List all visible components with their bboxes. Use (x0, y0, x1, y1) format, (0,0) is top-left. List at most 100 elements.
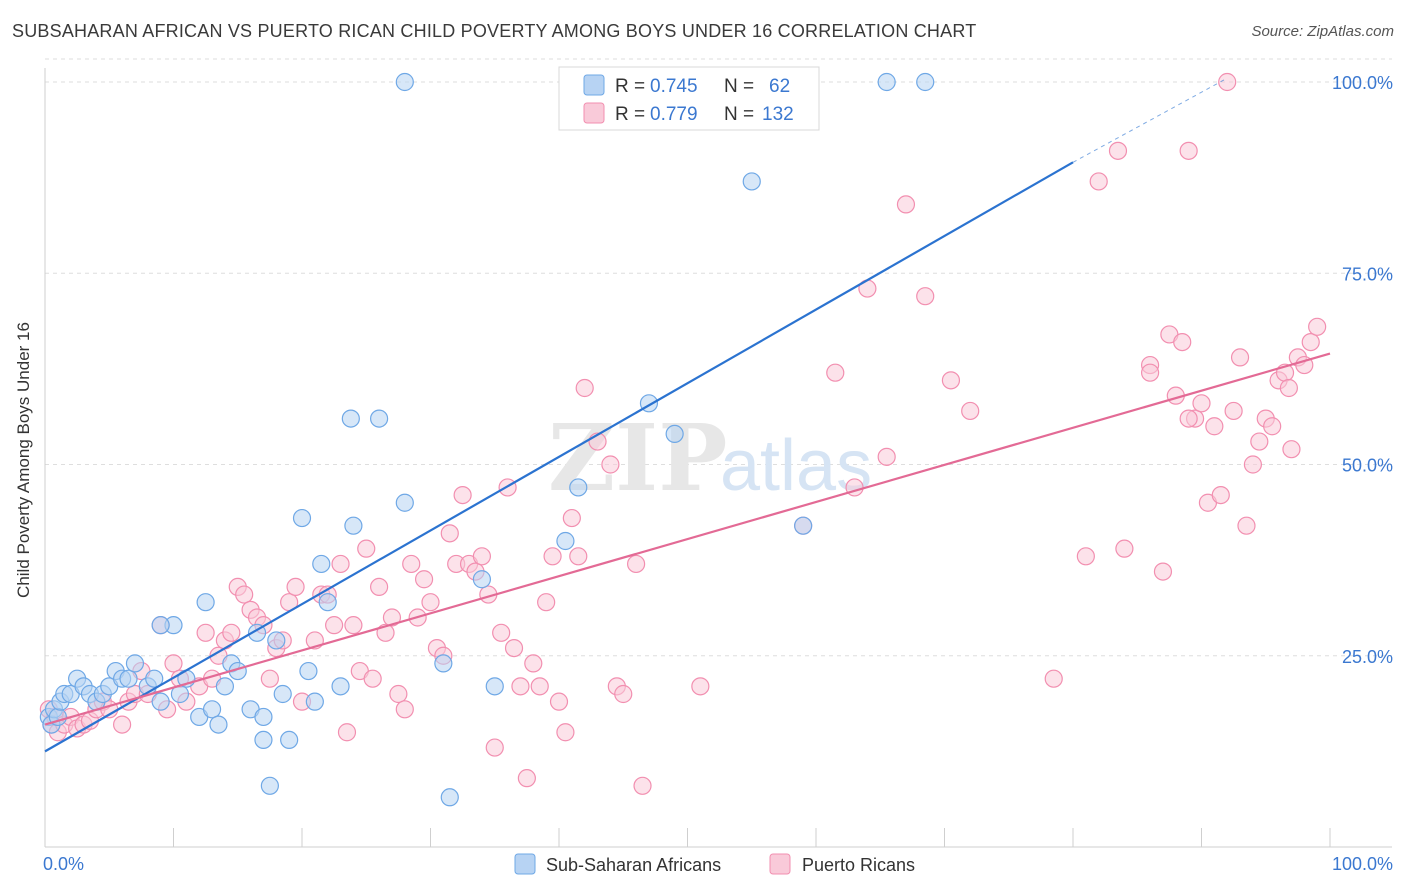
data-point-pink (363, 669, 382, 688)
data-point-pink (485, 738, 504, 757)
trend-lines (44, 77, 1331, 753)
data-point-pink (1211, 486, 1230, 505)
data-point-blue (125, 654, 145, 673)
data-point-blue (742, 172, 761, 191)
data-point-blue (569, 478, 588, 497)
data-point-pink (614, 684, 633, 704)
series-puerto-ricans (39, 72, 1327, 795)
data-point-blue (151, 692, 170, 711)
x-tick-label: 100.0% (1332, 854, 1393, 874)
data-point-blue (267, 631, 286, 650)
data-point-pink (1250, 432, 1269, 451)
data-point-pink (1179, 141, 1198, 160)
data-point-pink (260, 669, 279, 688)
data-point-pink (896, 195, 916, 214)
bottom-legend-swatch-pink[interactable] (769, 853, 791, 875)
data-point-blue (472, 570, 491, 589)
data-point-pink (569, 547, 588, 566)
data-point-pink (633, 776, 652, 795)
data-point-pink (357, 539, 376, 558)
data-point-pink (402, 554, 421, 574)
legend-r-value-pink: 0.779 (650, 104, 698, 125)
y-tick-label: 100.0% (1332, 73, 1393, 93)
data-point-pink (1173, 333, 1192, 352)
data-point-pink (331, 554, 350, 574)
data-point-pink (395, 700, 414, 719)
data-point-pink (1153, 562, 1173, 581)
chart-title: SUBSAHARAN AFRICAN VS PUERTO RICAN CHILD… (12, 21, 977, 41)
data-point-pink (337, 723, 357, 742)
data-point-pink (877, 447, 896, 466)
data-point-blue (794, 516, 813, 535)
bottom-legend-swatch-blue[interactable] (514, 853, 536, 875)
data-point-pink (164, 654, 183, 673)
data-point-blue (151, 616, 170, 635)
data-point-pink (1089, 172, 1108, 191)
legend-swatch-blue (583, 74, 605, 96)
data-point-blue (254, 730, 273, 750)
data-point-blue (434, 654, 453, 673)
data-point-pink (1179, 409, 1198, 428)
data-point-pink (1263, 417, 1282, 436)
data-point-blue (260, 776, 279, 795)
data-point-pink (1301, 333, 1320, 352)
data-point-blue (202, 700, 222, 719)
bottom-legend-label-blue[interactable]: Sub-Saharan Africans (546, 855, 721, 875)
data-point-pink (492, 623, 511, 642)
trend-line-blue (44, 161, 1074, 753)
data-point-blue (395, 493, 414, 512)
data-point-pink (222, 623, 241, 642)
data-point-pink (537, 593, 556, 612)
legend-swatch-pink (583, 102, 605, 124)
legend-n-label-blue: N = (724, 76, 754, 97)
data-point-blue (312, 554, 331, 574)
data-point-pink (1115, 539, 1134, 558)
legend-r-label-blue: R = (615, 76, 645, 97)
data-point-pink (1140, 363, 1160, 382)
data-point-blue (556, 531, 575, 551)
data-point-pink (504, 638, 524, 658)
data-point-pink (524, 654, 543, 673)
legend-n-value-pink: 132 (762, 104, 794, 125)
data-point-blue (299, 661, 318, 681)
data-point-pink (414, 570, 434, 589)
data-point-pink (601, 455, 620, 474)
data-point-blue (209, 715, 228, 734)
data-point-blue (145, 669, 164, 688)
data-point-pink (517, 769, 536, 788)
data-point-pink (1192, 394, 1211, 413)
data-point-blue (916, 72, 935, 92)
data-point-blue (318, 593, 337, 612)
legend-r-label-pink: R = (615, 104, 645, 125)
data-point-pink (826, 363, 845, 382)
data-point-pink (382, 608, 402, 627)
data-point-pink (325, 616, 344, 635)
data-point-pink (1279, 378, 1298, 398)
data-point-pink (1218, 72, 1237, 92)
data-point-pink (1224, 401, 1243, 421)
data-point-pink (575, 378, 594, 398)
data-point-blue (485, 677, 504, 696)
data-point-blue (665, 424, 684, 443)
data-point-pink (196, 623, 215, 642)
data-point-pink (511, 677, 530, 696)
data-point-pink (556, 723, 575, 742)
series-legend: Sub-Saharan Africans Puerto Ricans (514, 853, 915, 875)
data-point-pink (562, 508, 581, 528)
data-point-pink (1076, 547, 1095, 566)
data-point-blue (344, 516, 363, 535)
data-point-blue (440, 788, 459, 807)
y-tick-label: 50.0% (1342, 456, 1393, 476)
data-point-pink (440, 524, 459, 543)
bottom-legend-label-pink[interactable]: Puerto Ricans (802, 855, 915, 875)
watermark: ZIP atlas (548, 404, 872, 512)
data-point-pink (1205, 417, 1224, 436)
data-point-blue (254, 707, 273, 727)
data-point-pink (344, 616, 363, 635)
y-tick-label: 25.0% (1342, 647, 1393, 667)
data-point-pink (1282, 440, 1301, 459)
data-point-blue (341, 409, 360, 428)
data-point-blue (215, 677, 234, 696)
data-point-blue (119, 669, 138, 688)
